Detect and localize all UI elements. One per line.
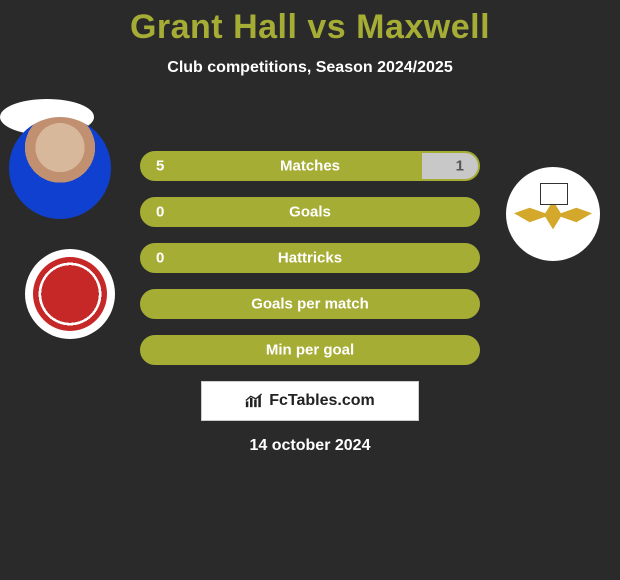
comparison-panel: Matches51Goals0Hattricks0Goals per match… <box>0 99 620 455</box>
player-left-avatar <box>9 117 111 219</box>
stat-value-left: 5 <box>156 158 164 175</box>
page-title: Grant Hall vs Maxwell <box>0 0 620 47</box>
stat-row: Goals0 <box>140 197 480 227</box>
stat-value-left: 0 <box>156 204 164 221</box>
watermark: FcTables.com <box>201 381 419 421</box>
stat-value-left: 0 <box>156 250 164 267</box>
stat-row: Min per goal <box>140 335 480 365</box>
stat-label: Goals per match <box>142 296 478 313</box>
club-badge-left <box>25 249 115 339</box>
stat-label: Min per goal <box>142 342 478 359</box>
club-badge-right <box>506 167 600 261</box>
stat-bars: Matches51Goals0Hattricks0Goals per match… <box>140 135 480 365</box>
watermark-text: FcTables.com <box>269 392 375 410</box>
stat-row: Matches5 1 <box>140 151 480 181</box>
stat-label: Matches <box>142 158 478 175</box>
stat-value-right: 1 <box>456 158 464 175</box>
subtitle: Club competitions, Season 2024/2025 <box>0 59 620 77</box>
stat-label: Goals <box>142 204 478 221</box>
chart-icon <box>245 393 265 409</box>
stat-row: Goals per match <box>140 289 480 319</box>
date-label: 14 october 2024 <box>0 437 620 455</box>
stat-label: Hattricks <box>142 250 478 267</box>
stat-row: Hattricks0 <box>140 243 480 273</box>
